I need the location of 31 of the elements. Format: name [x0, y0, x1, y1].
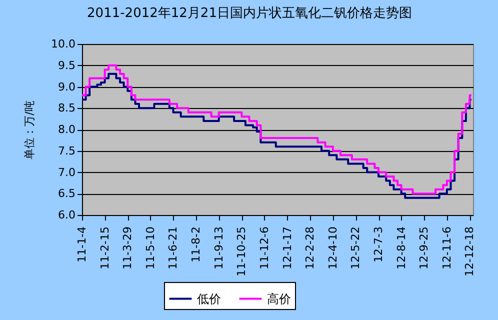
- x-tick-label: 11-3-29: [121, 226, 134, 270]
- x-tick-label: 12-11-6: [440, 226, 454, 270]
- x-tick-label: 12-5-22: [349, 226, 362, 270]
- x-tick-label: 12-7-3: [372, 226, 386, 262]
- y-tick-label: 8.0: [58, 123, 76, 136]
- x-tick-label: 11-8-2: [190, 226, 203, 262]
- x-tick-label: 11-1-4: [76, 226, 88, 262]
- x-tick-label: 12-1-17: [280, 226, 294, 270]
- x-tick-label: 12-2-28: [304, 226, 317, 270]
- y-tick-label: 6.0: [58, 208, 76, 222]
- y-tick-label: 6.5: [58, 187, 76, 200]
- x-tick-label: 12-12-18: [463, 226, 476, 276]
- legend-label: 高价: [267, 292, 291, 306]
- x-tick-label: 11-6-21: [166, 226, 180, 270]
- chart-title: 2011-2012年12月21日国内片状五氧化二钒价格走势图: [87, 6, 412, 21]
- x-tick-label: 11-12-6: [258, 226, 271, 270]
- y-tick-label: 8.5: [58, 102, 76, 115]
- y-tick-label: 7.5: [58, 144, 76, 158]
- y-tick-label: 10.0: [51, 38, 76, 50]
- x-tick-label: 11-5-10: [144, 226, 157, 270]
- y-tick-label: 9.0: [58, 80, 76, 94]
- y-tick-label: 7.0: [58, 166, 76, 179]
- x-tick-label: 12-8-14: [394, 226, 408, 270]
- x-tick-label: 11-9-13: [212, 226, 226, 270]
- x-tick-label: 11-2-15: [98, 226, 112, 270]
- x-tick-label: 11-10-25: [235, 226, 248, 276]
- x-tick-label: 12-4-10: [326, 226, 340, 270]
- legend-label: 低价: [197, 292, 221, 306]
- y-tick-label: 9.5: [58, 58, 76, 72]
- y-axis-title: 单位：万/吨: [23, 100, 36, 160]
- x-tick-label: 12-9-25: [418, 226, 431, 270]
